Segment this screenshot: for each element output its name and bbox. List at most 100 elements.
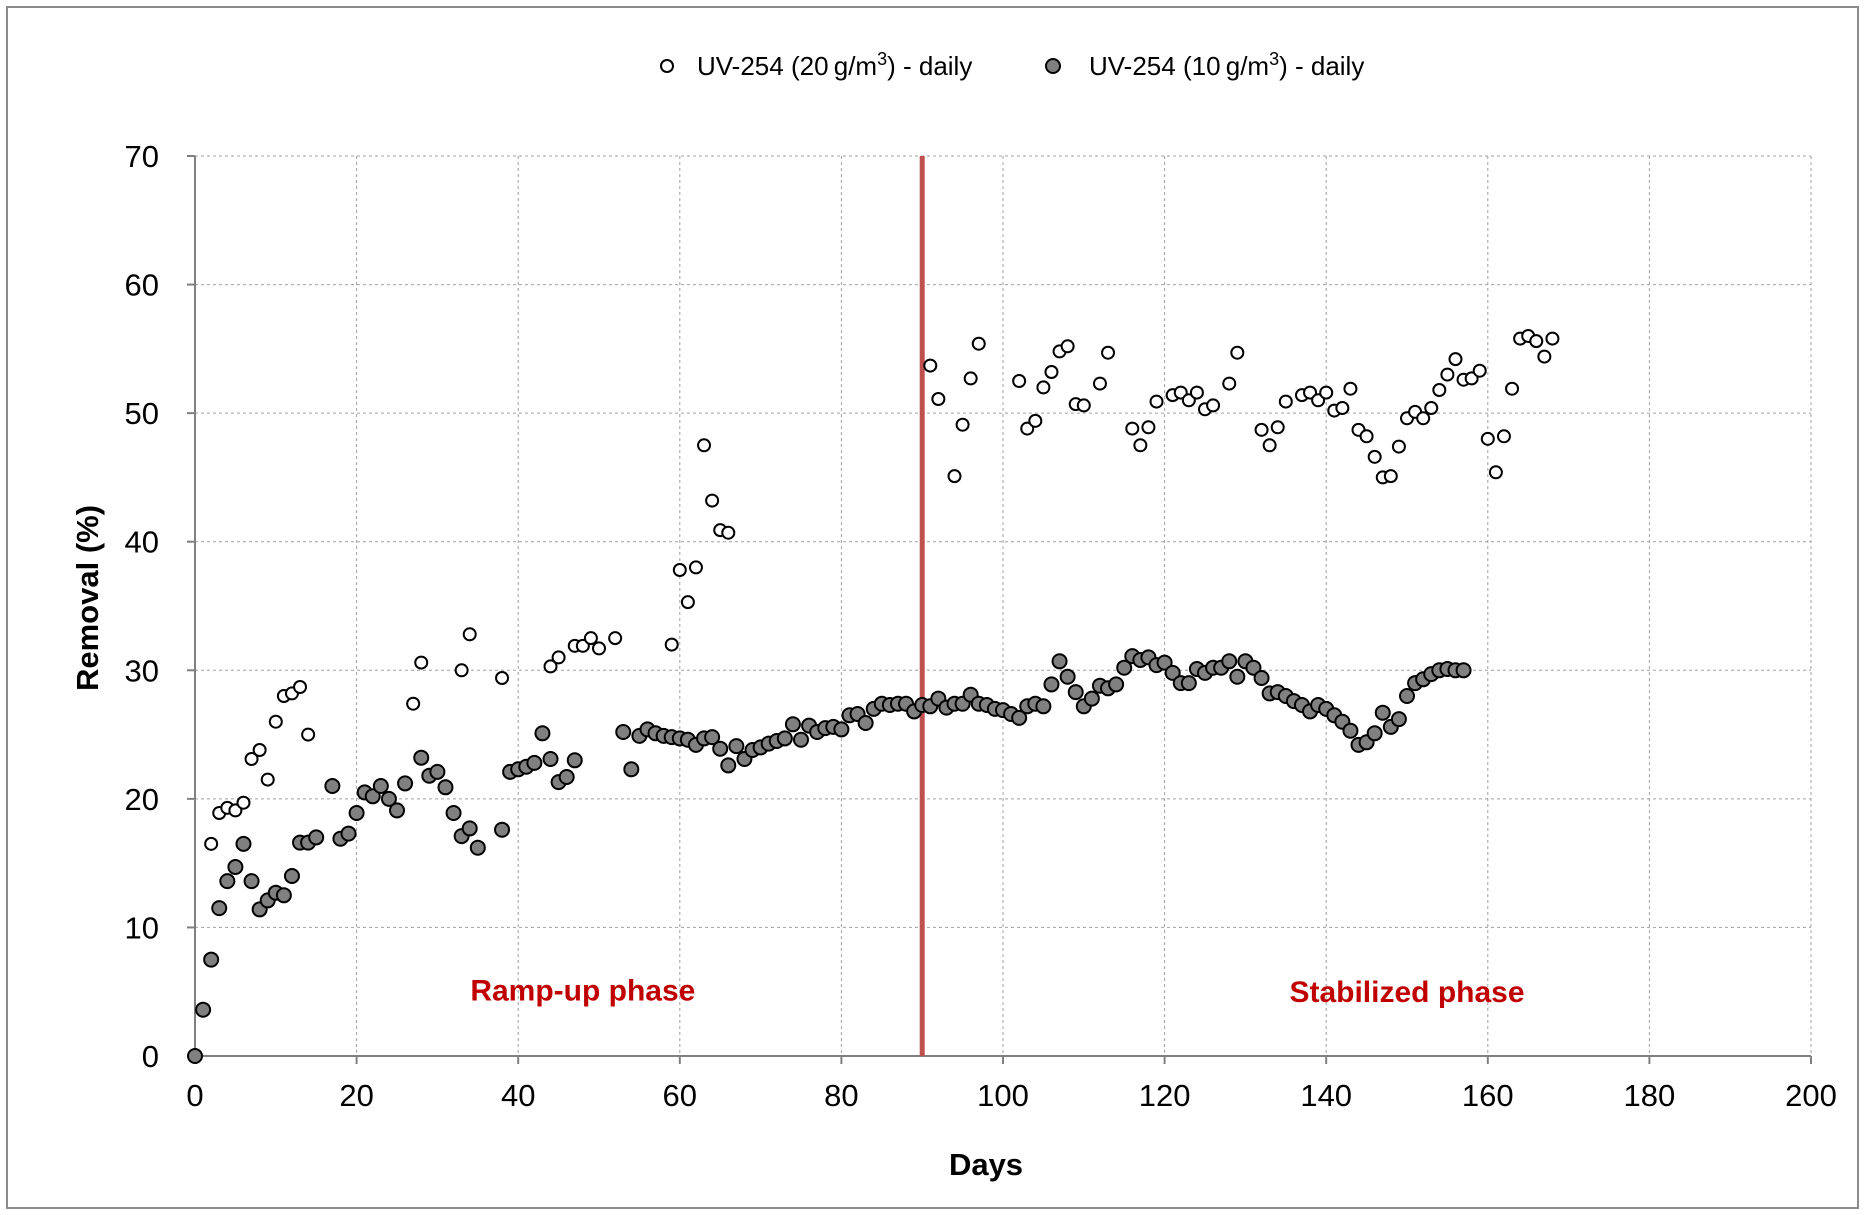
data-point-20gm3 xyxy=(664,637,679,652)
data-point-20gm3 xyxy=(1189,385,1204,400)
data-point-10gm3 xyxy=(1390,711,1407,728)
data-point-10gm3 xyxy=(227,859,244,875)
data-point-20gm3 xyxy=(1367,449,1382,464)
data-point-10gm3 xyxy=(235,835,252,852)
data-point-10gm3 xyxy=(1342,722,1359,739)
x-tick-label: 0 xyxy=(186,1078,203,1113)
series-uv254-10gm3 xyxy=(187,648,1472,1064)
data-point-20gm3 xyxy=(1537,349,1552,364)
data-point-20gm3 xyxy=(955,417,970,432)
data-point-20gm3 xyxy=(1254,422,1269,437)
chart-frame xyxy=(6,6,1859,1209)
data-point-20gm3 xyxy=(1343,381,1358,396)
grid-lines xyxy=(195,155,1812,1056)
data-point-20gm3 xyxy=(1480,431,1495,446)
data-point-10gm3 xyxy=(1229,668,1246,685)
data-point-20gm3 xyxy=(454,663,469,678)
y-axis-title: Removal (%) xyxy=(70,505,105,691)
data-point-20gm3 xyxy=(495,671,510,685)
data-point-10gm3 xyxy=(1164,664,1181,681)
data-point-20gm3 xyxy=(268,714,283,729)
data-point-20gm3 xyxy=(592,641,606,656)
x-tick-labels: 0 20 40 60 80 100 120 140 160 180 200 xyxy=(186,1078,1836,1113)
y-tick-label: 60 xyxy=(125,268,159,303)
data-point-10gm3 xyxy=(793,731,809,748)
data-point-20gm3 xyxy=(697,438,712,453)
legend-label-s1: UV-254 (20 g/m3) - daily xyxy=(697,49,972,81)
data-point-20gm3 xyxy=(1383,469,1398,484)
data-point-20gm3 xyxy=(301,727,316,742)
data-point-20gm3 xyxy=(1101,345,1116,360)
data-point-10gm3 xyxy=(243,873,260,890)
x-tick-label: 100 xyxy=(977,1078,1029,1113)
data-point-20gm3 xyxy=(1012,374,1027,388)
data-point-10gm3 xyxy=(704,729,721,746)
data-point-10gm3 xyxy=(397,775,414,792)
data-point-20gm3 xyxy=(1432,383,1447,397)
data-point-10gm3 xyxy=(1245,659,1262,676)
data-point-20gm3 xyxy=(1141,420,1156,435)
data-point-10gm3 xyxy=(380,790,397,807)
data-point-10gm3 xyxy=(211,900,228,917)
data-point-10gm3 xyxy=(1253,670,1270,686)
y-tick-label: 10 xyxy=(125,910,159,945)
data-point-20gm3 xyxy=(1424,401,1439,415)
data-point-10gm3 xyxy=(1374,704,1391,721)
x-tick-label: 60 xyxy=(663,1078,697,1113)
data-point-10gm3 xyxy=(372,778,389,794)
legend-label-s2: UV-254 (10 g/m3) - daily xyxy=(1089,49,1364,81)
data-point-20gm3 xyxy=(1496,429,1511,444)
data-point-10gm3 xyxy=(857,715,874,731)
data-point-10gm3 xyxy=(1455,662,1472,679)
y-tick-label: 70 xyxy=(125,139,159,174)
data-point-10gm3 xyxy=(1221,653,1238,670)
ramp-up-phase-label: Ramp-up phase xyxy=(470,975,695,1008)
data-point-10gm3 xyxy=(187,1048,203,1064)
data-point-10gm3 xyxy=(1399,688,1415,704)
data-point-20gm3 xyxy=(1076,398,1091,413)
data-point-10gm3 xyxy=(324,778,341,794)
data-point-20gm3 xyxy=(551,650,566,665)
data-point-20gm3 xyxy=(293,680,308,694)
x-tick-label: 120 xyxy=(1139,1078,1191,1113)
data-point-20gm3 xyxy=(1359,429,1374,444)
data-point-10gm3 xyxy=(833,721,850,738)
data-point-10gm3 xyxy=(469,839,486,856)
data-point-10gm3 xyxy=(445,805,462,821)
data-point-20gm3 xyxy=(1529,334,1544,349)
data-point-20gm3 xyxy=(1545,331,1560,346)
y-tick-label: 20 xyxy=(125,782,159,817)
data-point-10gm3 xyxy=(1043,676,1060,693)
data-point-10gm3 xyxy=(1011,709,1028,726)
legend-sup-s2: 3 xyxy=(1269,49,1279,69)
y-tick-label: 50 xyxy=(125,396,159,431)
data-point-20gm3 xyxy=(923,358,938,373)
data-point-20gm3 xyxy=(1060,339,1075,354)
data-point-10gm3 xyxy=(712,740,729,757)
data-point-20gm3 xyxy=(931,392,946,406)
data-point-10gm3 xyxy=(461,820,478,837)
data-point-20gm3 xyxy=(680,595,695,610)
data-point-20gm3 xyxy=(1149,394,1164,409)
x-tick-label: 140 xyxy=(1300,1078,1352,1113)
data-point-20gm3 xyxy=(1270,420,1285,435)
data-point-10gm3 xyxy=(413,749,430,766)
data-point-20gm3 xyxy=(705,493,720,508)
data-point-20gm3 xyxy=(462,627,477,642)
data-point-10gm3 xyxy=(558,769,575,785)
data-point-20gm3 xyxy=(1505,381,1520,396)
x-tick-label: 80 xyxy=(824,1078,858,1113)
data-point-10gm3 xyxy=(275,887,292,904)
y-tick-labels: 0 10 20 30 40 50 60 70 xyxy=(125,139,159,1074)
data-point-20gm3 xyxy=(721,525,736,540)
y-tick-label: 40 xyxy=(125,525,159,560)
data-point-20gm3 xyxy=(236,795,251,810)
x-tick-label: 180 xyxy=(1624,1078,1676,1113)
data-point-10gm3 xyxy=(494,821,511,838)
legend-marker-s2 xyxy=(1045,58,1061,74)
data-point-10gm3 xyxy=(728,738,745,755)
stabilized-phase-label: Stabilized phase xyxy=(1289,976,1524,1009)
x-tick-label: 160 xyxy=(1462,1078,1514,1113)
y-tick-label: 30 xyxy=(125,653,159,688)
